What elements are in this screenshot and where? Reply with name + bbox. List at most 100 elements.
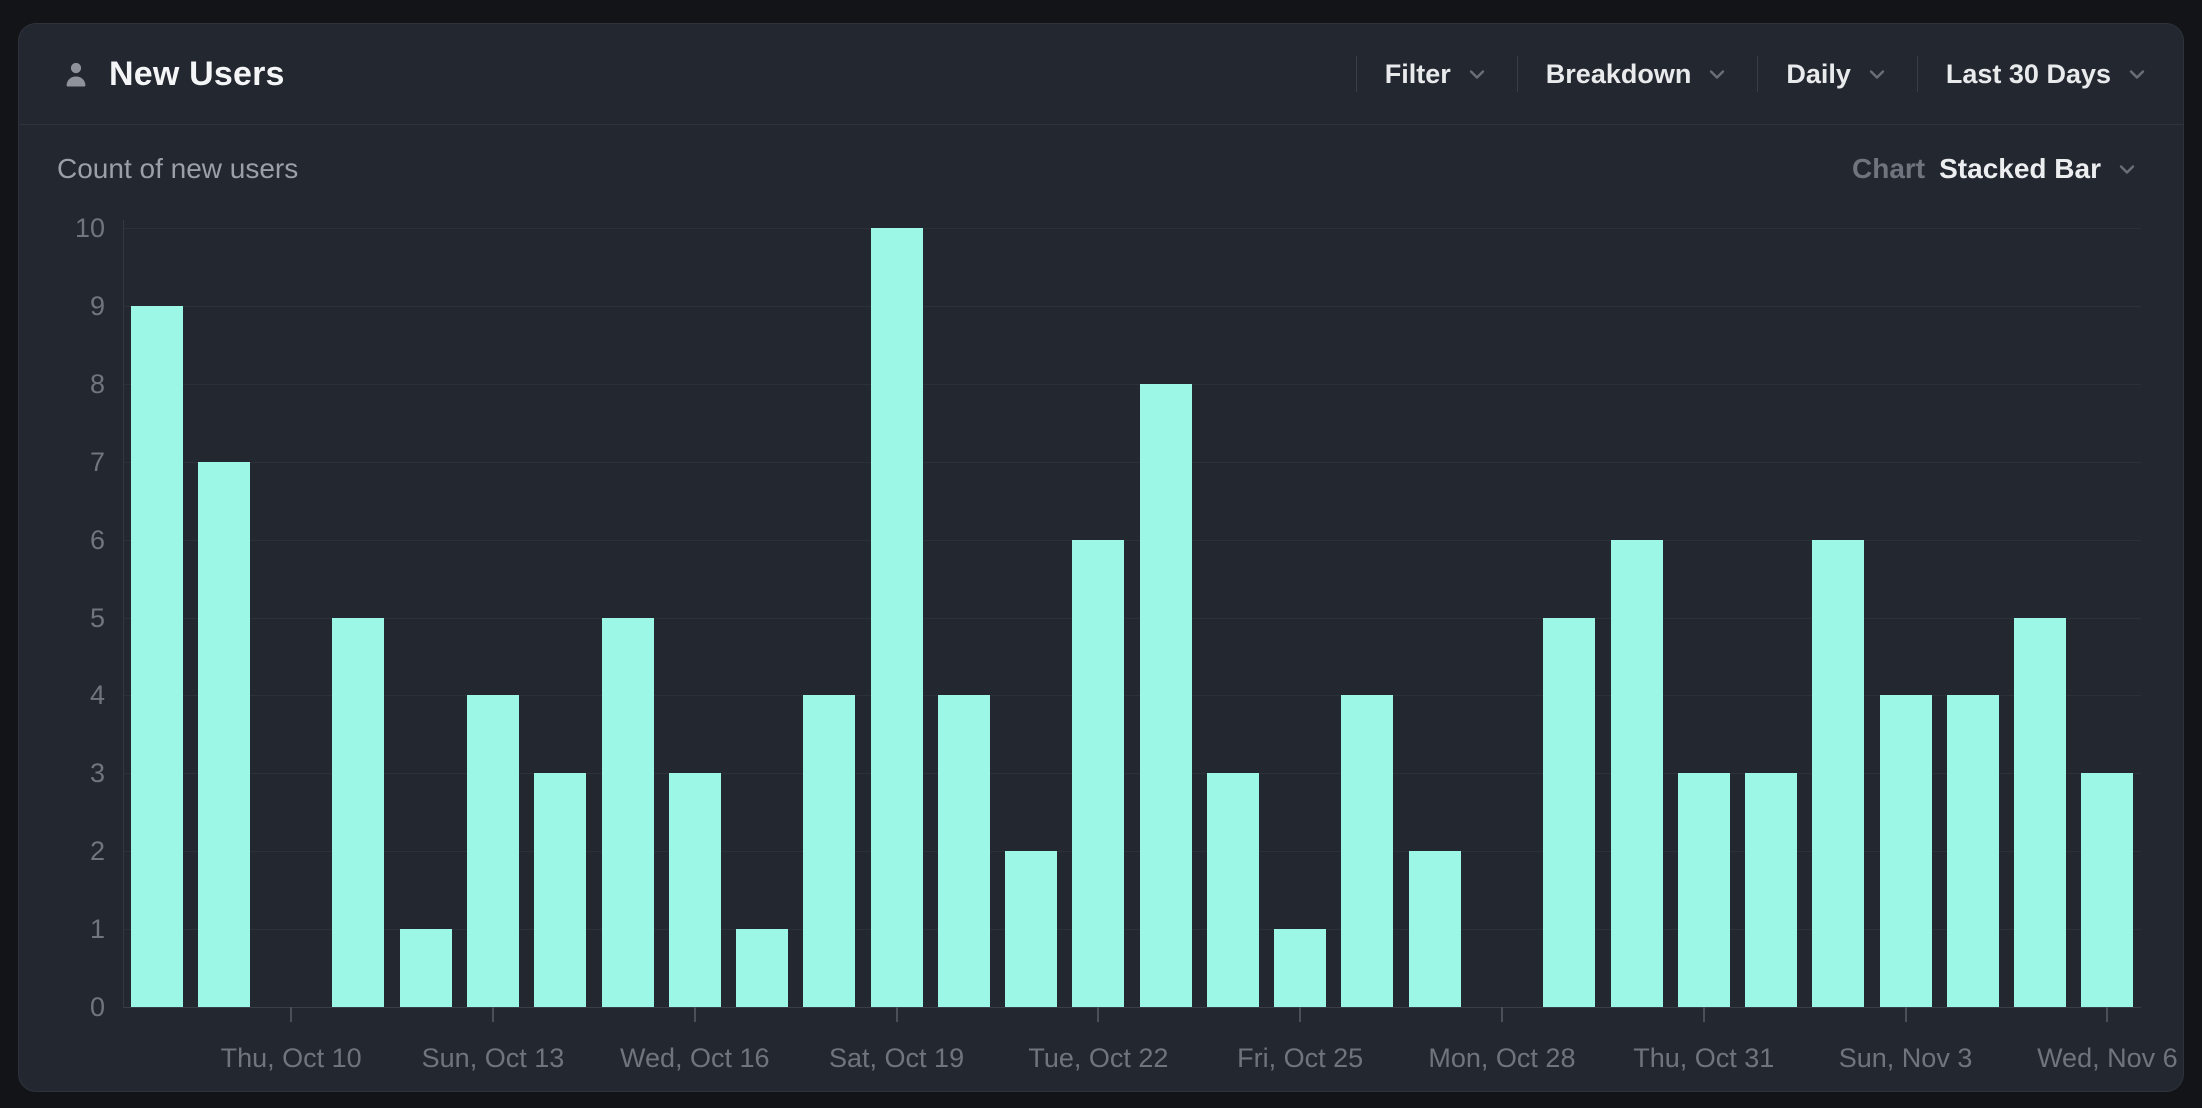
x-axis-label: Thu, Oct 31 <box>1633 1043 1775 1073</box>
bar-nov-1[interactable] <box>1745 773 1798 1007</box>
gridline-y-8 <box>123 383 2141 385</box>
y-axis-label-9: 9 <box>89 290 105 321</box>
bar-oct-22[interactable] <box>1072 539 1125 1007</box>
bar-oct-17[interactable] <box>736 929 789 1007</box>
new-users-card: New Users Filter Breakdown Daily Last 30… <box>18 23 2184 1092</box>
bar-oct-30[interactable] <box>1610 539 1663 1007</box>
y-axis-label-0: 0 <box>89 992 105 1022</box>
y-axis-label-6: 6 <box>89 524 105 555</box>
x-axis-label: Sun, Oct 13 <box>421 1043 565 1073</box>
x-tick-mark <box>895 1007 898 1022</box>
card-header: New Users Filter Breakdown Daily Last 30… <box>19 24 2183 125</box>
y-axis-label-7: 7 <box>89 446 105 477</box>
control-divider <box>1916 56 1918 92</box>
gridline-y-1 <box>123 929 2141 931</box>
y-axis-label-2: 2 <box>89 836 105 867</box>
bar-oct-13[interactable] <box>466 695 519 1007</box>
x-axis-label: Tue, Oct 22 <box>1028 1043 1169 1073</box>
granularity-dropdown[interactable]: Daily <box>1758 24 1917 124</box>
bar-oct-14[interactable] <box>534 773 587 1007</box>
x-axis-label: Wed, Nov 6 <box>2037 1043 2178 1073</box>
chevron-down-icon <box>2119 165 2135 174</box>
chevron-down-icon <box>1869 70 1885 79</box>
x-tick-mark <box>2106 1007 2109 1022</box>
bar-oct-23[interactable] <box>1139 383 1192 1007</box>
y-axis-label-10: 10 <box>74 213 105 243</box>
chevron-down-icon <box>1469 70 1484 79</box>
chevron-down-icon <box>1710 70 1725 79</box>
card-title: New Users <box>109 54 285 93</box>
x-tick-mark <box>1702 1007 1705 1022</box>
x-tick-mark <box>1299 1007 1302 1022</box>
granularity-dropdown-label: Daily <box>1786 58 1851 89</box>
metric-label: Count of new users <box>57 153 299 184</box>
breakdown-dropdown-label: Breakdown <box>1545 58 1692 89</box>
x-tick-mark <box>1097 1007 1100 1022</box>
date-range-dropdown[interactable]: Last 30 Days <box>1918 24 2149 124</box>
bar-nov-3[interactable] <box>1879 695 1932 1007</box>
bar-oct-16[interactable] <box>668 773 721 1007</box>
filter-dropdown-label: Filter <box>1384 58 1451 89</box>
gridline-y-6 <box>123 539 2141 541</box>
gridline-y-9 <box>123 305 2141 307</box>
gridline-y-10 <box>123 228 2141 229</box>
gridline-y-4 <box>123 695 2141 697</box>
x-tick-mark <box>693 1007 696 1022</box>
bar-oct-31[interactable] <box>1677 773 1730 1007</box>
y-axis-line <box>123 220 124 1007</box>
chart-subheader: Count of new users Chart Stacked Bar <box>19 126 2183 212</box>
y-axis-label-4: 4 <box>89 680 105 711</box>
gridline-y-7 <box>123 461 2141 463</box>
bar-oct-26[interactable] <box>1341 695 1394 1007</box>
gridline-y-0 <box>123 1007 2141 1008</box>
bar-oct-24[interactable] <box>1206 773 1259 1007</box>
y-axis-label-1: 1 <box>89 914 105 945</box>
bar-oct-25[interactable] <box>1274 929 1327 1007</box>
bar-oct-15[interactable] <box>601 617 654 1007</box>
x-axis-label: Fri, Oct 25 <box>1237 1043 1364 1073</box>
gridline-y-5 <box>123 617 2141 619</box>
chart-plot-area: 0 1 2 3 4 5 6 7 8 9 10 Thu, Oct 10 Sun, Oct 13 Wed, O… <box>19 24 2183 1091</box>
bar-oct-27[interactable] <box>1408 851 1461 1007</box>
bar-oct-9[interactable] <box>197 461 250 1007</box>
user-icon <box>66 62 86 87</box>
x-axis-label: Wed, Oct 16 <box>619 1043 770 1073</box>
control-divider <box>1516 56 1518 92</box>
bar-oct-20[interactable] <box>937 695 990 1007</box>
y-axis-label-8: 8 <box>89 368 105 399</box>
control-divider <box>1355 56 1357 92</box>
y-axis-label-3: 3 <box>89 758 105 789</box>
bar-nov-5[interactable] <box>2014 617 2067 1007</box>
control-divider <box>1757 56 1759 92</box>
bar-oct-18[interactable] <box>803 695 856 1007</box>
bar-nov-6[interactable] <box>2081 773 2134 1007</box>
x-axis-label: Mon, Oct 28 <box>1428 1043 1576 1073</box>
x-tick-mark <box>1904 1007 1907 1022</box>
bar-nov-4[interactable] <box>1946 695 1999 1007</box>
chart-type-dropdown[interactable]: Chart Stacked Bar <box>1852 153 2139 185</box>
bar-oct-19[interactable] <box>870 228 923 1007</box>
header-controls: Filter Breakdown Daily Last 30 Days <box>1355 24 2149 124</box>
bar-oct-29[interactable] <box>1543 617 1596 1007</box>
chart-type-caption: Chart <box>1852 153 1926 184</box>
breakdown-dropdown[interactable]: Breakdown <box>1518 24 1758 124</box>
x-tick-mark <box>491 1007 494 1022</box>
bar-oct-8[interactable] <box>130 305 183 1007</box>
bar-oct-12[interactable] <box>399 929 452 1007</box>
x-tick-mark <box>290 1007 293 1022</box>
gridline-y-3 <box>123 773 2141 775</box>
y-axis-label-5: 5 <box>89 602 105 633</box>
x-axis-label: Sat, Oct 19 <box>829 1043 965 1073</box>
bar-nov-2[interactable] <box>1812 539 1865 1007</box>
card-header-left: New Users <box>61 55 285 94</box>
bar-oct-11[interactable] <box>332 617 385 1007</box>
x-axis-label: Thu, Oct 10 <box>220 1043 362 1073</box>
filter-dropdown[interactable]: Filter <box>1357 24 1517 124</box>
date-range-dropdown-label: Last 30 Days <box>1945 58 2111 89</box>
chevron-down-icon <box>2129 70 2145 79</box>
bar-oct-21[interactable] <box>1005 851 1058 1007</box>
gridline-y-2 <box>123 851 2141 853</box>
x-axis-label: Sun, Nov 3 <box>1838 1043 1973 1073</box>
chart-type-value: Stacked Bar <box>1939 153 2101 184</box>
x-tick-mark <box>1500 1007 1503 1022</box>
